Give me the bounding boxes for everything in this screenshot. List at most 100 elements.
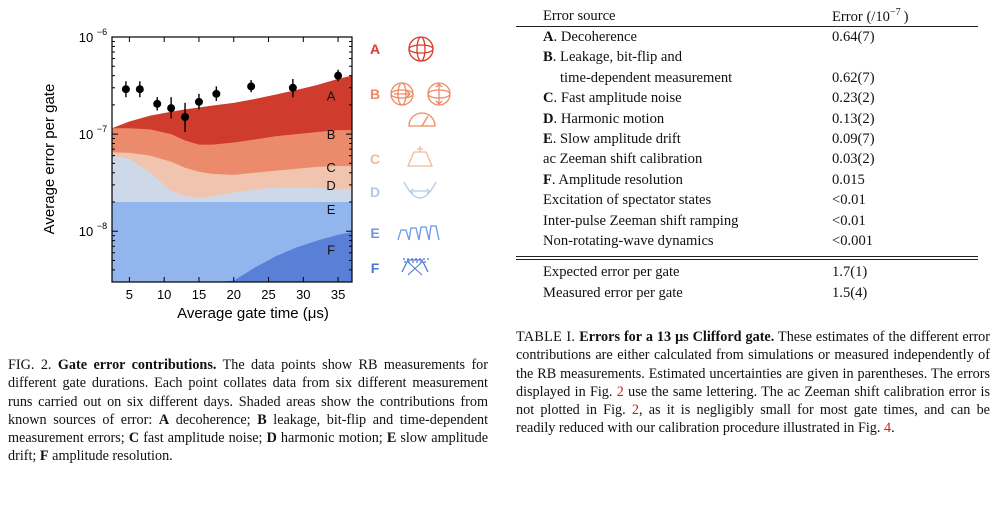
data-point-marker [194,97,203,106]
legend: A B C D E F [370,36,451,276]
caption-item: amplitude resolution. [52,448,173,465]
summary-value: 1.7(1) [832,264,868,281]
y-axis-label: Average error per gate [41,84,58,235]
caption-letter: B [257,411,267,428]
data-point-marker [121,85,130,94]
error-source-cell: C. Fast amplitude noise [543,90,682,107]
error-value-cell: 0.62(7) [832,69,875,86]
table-header: Error source Error (/10−7) [516,6,978,26]
error-source-cell: Non-rotating-wave dynamics [516,233,828,250]
data-point-marker [167,104,176,113]
error-source-name: Inter-pulse Zeeman shift ramping [543,212,739,229]
error-source-name: ac Zeeman shift calibration [543,151,703,168]
figure-caption-title: Gate error contributions. [57,357,217,373]
figure-caption-label: FIG. 2. [8,357,52,373]
table-row: Inter-pulse Zeeman shift ramping <0.01 [516,211,978,231]
error-source-name: Amplitude resolution [558,171,683,188]
data-point-marker [247,82,256,91]
data-point [212,86,221,101]
amplitude-noise-icon [407,146,433,167]
data-point [247,80,256,93]
y-tick-label: 10 [79,127,93,142]
error-table: Error source Error (/10−7) A. Decoherenc… [516,6,978,303]
error-source-name: Leakage, bit-flip and [560,49,682,66]
error-source-cell: time-dependent measurement [516,70,828,87]
data-point [167,97,176,119]
table-summary: Expected error per gate 1.7(1) Measured er… [516,263,978,304]
table-body: A. Decoherence 0.64(7) B. Leakage, bit-fli… [516,27,978,251]
header-error-text: Error (/10 [832,8,890,25]
error-source-cell: B. Leakage, bit-flip and [543,49,682,66]
error-value-cell: 0.015 [832,171,865,188]
table-caption-text: use the same lettering. The ac Zeeman sh… [516,383,991,419]
error-source-name: Decoherence [560,29,637,46]
table-row: A. Decoherence 0.64(7) [516,27,978,47]
error-source-letter: B [543,49,553,66]
header-error-exponent: −7 [889,6,901,18]
figure-reference-link[interactable]: 4 [883,420,892,437]
error-source-name: Harmonic motion [560,110,665,127]
table-caption-label: TABLE I. [516,329,576,345]
table-row: Non-rotating-wave dynamics <0.001 [516,231,978,251]
legend-letter-d: D [370,184,380,200]
caption-letter: C [128,430,140,447]
caption-item: slow amplitude drift; [8,430,489,465]
y-tick-label: 10 [79,224,93,239]
error-source-cell: D. Harmonic motion [543,110,665,127]
error-source-letter: C [543,90,554,107]
error-value-cell: 0.09(7) [832,131,875,148]
leakage-icons [390,82,451,106]
double-rule [516,255,978,260]
data-point [121,81,130,98]
error-value-cell: <0.01 [832,212,866,229]
error-source-cell: Inter-pulse Zeeman shift ramping [516,213,828,230]
caption-item: fast amplitude noise; [143,430,263,447]
data-point [135,81,144,98]
legend-letter-f: F [371,260,380,276]
harmonic-motion-icon [403,181,437,199]
summary-label: Measured error per gate [543,284,683,301]
legend-letter-e: E [370,225,379,241]
y-tick-exponent: −8 [97,221,107,231]
table-row: time-dependent measurement 0.62(7) [516,68,978,88]
y-tick-exponent: −6 [97,27,107,37]
figure-reference-link[interactable]: 2 [631,402,639,419]
caption-item: harmonic motion; [280,430,383,447]
header-error: Error (/10−7) [828,7,908,26]
y-tick-exponent: −7 [97,124,107,134]
table-row: C. Fast amplitude noise 0.23(2) [516,89,978,109]
data-point [153,97,162,111]
error-source-letter: A [543,29,554,46]
data-point-marker [212,89,221,98]
region-label-d: D [326,178,335,193]
data-point-marker [288,83,297,92]
caption-letter: D [266,430,277,447]
caption-item: decoherence; [175,411,251,428]
error-source-cell: A. Decoherence [543,29,637,46]
figure-caption-text: The data points show RB measurements for… [8,357,489,428]
data-point-marker [135,85,144,94]
shaded-areas [112,75,352,282]
table-caption-text: These estimates of the different error c… [516,329,990,400]
figure-caption: FIG. 2. Gate error contributions. The da… [8,356,488,466]
summary-row: Measured error per gate 1.5(4) [516,283,978,303]
table-row: B. Leakage, bit-flip and [516,48,978,68]
x-tick-label: 10 [157,287,171,302]
error-value-cell: 0.23(2) [832,90,875,107]
data-point [194,93,203,110]
region-label-a: A [327,88,336,103]
data-point-marker [153,99,162,108]
x-axis-label: Average gate time (μs) [177,305,329,322]
x-tick-label: 25 [261,287,275,302]
header-error-source: Error source [543,7,616,24]
gauge-icon [408,112,436,127]
data-point-marker [181,113,190,122]
data-points [121,69,343,133]
table-caption: TABLE I. Errors for a 13 μs Clifford gat… [516,328,990,438]
figure-reference-link[interactable]: 2 [616,383,624,400]
data-point-marker [334,71,343,80]
table-row: Excitation of spectator states <0.01 [516,191,978,211]
x-tick-label: 5 [126,287,133,302]
table-caption-title: Errors for a 13 μs Clifford gate. [579,329,775,345]
